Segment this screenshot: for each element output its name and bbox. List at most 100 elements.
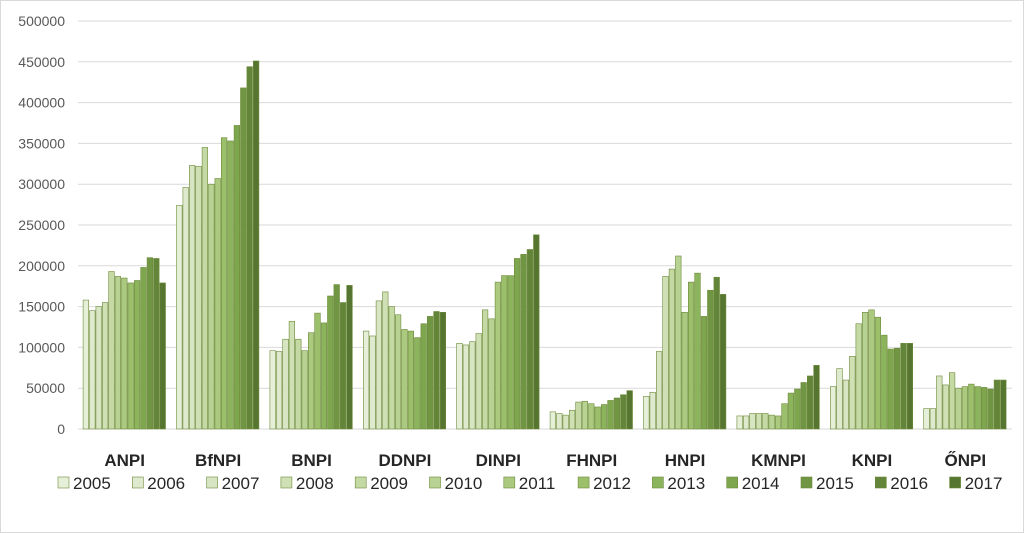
legend-item-2006: 2006 (132, 474, 185, 493)
bar-HNPI-2010 (675, 255, 682, 430)
bar-KNPI-2006 (836, 368, 843, 430)
bar-ANPI-2013 (134, 280, 141, 430)
bars (82, 60, 1007, 430)
bar-HNPI-2007 (655, 351, 663, 430)
bar-BfNPI-2009 (201, 147, 209, 430)
bar-BfNPI-2014 (233, 125, 241, 430)
bar-ŐNPI-2008 (942, 384, 949, 430)
bar-KNPI-2009 (855, 323, 862, 430)
bar-HNPI-2005 (643, 396, 650, 430)
legend-item-2007: 2007 (206, 474, 260, 493)
x-category-label: BNPI (291, 451, 332, 470)
legend-swatch (132, 476, 144, 489)
bar-FHNPI-2011 (588, 403, 595, 430)
bar-BNPI-2006 (275, 351, 283, 430)
y-tick-label: 500000 (18, 13, 65, 29)
legend-swatch (429, 476, 441, 489)
bar-KNPI-2016 (900, 343, 907, 430)
bar-BfNPI-2006 (182, 187, 189, 430)
bar-ANPI-2011 (121, 277, 128, 430)
bar-BNPI-2014 (327, 295, 334, 430)
bar-ANPI-2014 (140, 267, 147, 430)
bar-group-DINPI (456, 234, 540, 430)
y-tick-label: 300000 (18, 176, 65, 192)
bar-group-HNPI (643, 255, 727, 430)
bar-DINPI-2010 (488, 318, 495, 430)
bar-ŐNPI-2016 (993, 379, 1000, 430)
bar-ŐNPI-2014 (980, 387, 988, 430)
bar-BNPI-2015 (333, 284, 340, 430)
bar-BNPI-2013 (320, 322, 328, 430)
legend-label: 2015 (816, 474, 854, 493)
legend-swatch (206, 476, 218, 489)
bar-BNPI-2012 (314, 312, 321, 430)
legend-swatch (726, 476, 739, 489)
x-category-label: ŐNPI (945, 451, 987, 470)
bar-FHNPI-2008 (568, 409, 576, 430)
bar-BNPI-2005 (269, 350, 276, 430)
legend-swatch (949, 476, 961, 489)
bar-KMNPI-2008 (755, 413, 762, 430)
x-axis-category-labels: ANPI BfNPI BNPI DDNPI DINPI FHNPI HNPI KMNPI KNP… (104, 451, 986, 470)
y-tick-label: 250000 (18, 217, 65, 233)
legend-label: 2007 (222, 474, 260, 493)
legend-label: 2016 (890, 474, 928, 493)
y-tick-label: 400000 (18, 95, 65, 111)
bar-DDNPI-2006 (369, 335, 376, 430)
bar-HNPI-2011 (681, 312, 688, 430)
legend-label: 2014 (742, 474, 780, 493)
bar-KMNPI-2015 (800, 382, 807, 430)
bar-BfNPI-2013 (227, 140, 234, 430)
legend-swatch (874, 476, 887, 489)
bar-ŐNPI-2006 (929, 408, 936, 430)
bar-DDNPI-2011 (401, 329, 408, 430)
bar-HNPI-2013 (694, 272, 701, 430)
bar-ANPI-2006 (89, 310, 96, 430)
bar-DDNPI-2005 (362, 330, 370, 430)
bar-KMNPI-2011 (774, 415, 782, 430)
bar-DDNPI-2015 (426, 316, 434, 430)
bar-DDNPI-2014 (420, 323, 427, 430)
bar-ANPI-2015 (146, 257, 154, 430)
bar-BfNPI-2015 (240, 87, 247, 430)
y-tick-label: 150000 (18, 299, 65, 315)
x-category-label: DINPI (476, 451, 521, 470)
legend-item-2011: 2011 (503, 474, 555, 493)
bar-DDNPI-2010 (394, 314, 402, 430)
bar-ANPI-2009 (108, 271, 115, 430)
bar-ŐNPI-2010 (955, 387, 962, 430)
bar-DINPI-2007 (469, 341, 476, 430)
legend-swatch (503, 476, 516, 489)
bar-ŐNPI-2012 (968, 383, 975, 430)
legend-swatch (800, 476, 813, 489)
bar-ŐNPI-2017 (1000, 379, 1007, 430)
bar-HNPI-2014 (700, 316, 707, 430)
bar-BNPI-2016 (339, 302, 347, 430)
bar-FHNPI-2005 (549, 411, 556, 430)
bar-DDNPI-2008 (382, 291, 389, 430)
bar-BNPI-2010 (301, 350, 308, 430)
bar-group-BNPI (269, 284, 353, 430)
bar-ANPI-2005 (82, 299, 89, 430)
bar-BNPI-2011 (307, 332, 315, 430)
legend-item-2013: 2013 (652, 474, 705, 493)
legend-item-2016: 2016 (874, 474, 928, 493)
bar-DINPI-2008 (475, 333, 482, 430)
bar-ANPI-2012 (127, 282, 134, 430)
bar-ŐNPI-2009 (948, 372, 956, 430)
bar-FHNPI-2006 (556, 413, 563, 430)
bar-BfNPI-2016 (246, 66, 253, 430)
bar-DINPI-2005 (456, 343, 463, 430)
bar-ŐNPI-2005 (923, 408, 930, 430)
y-tick-label: 450000 (18, 54, 65, 70)
bar-FHNPI-2009 (575, 401, 582, 430)
legend-item-2012: 2012 (577, 474, 631, 493)
legend-item-2008: 2008 (280, 474, 334, 493)
bar-KNPI-2008 (849, 356, 856, 430)
bar-KNPI-2013 (881, 334, 888, 430)
bar-KNPI-2015 (893, 347, 901, 430)
bar-HNPI-2016 (713, 276, 720, 430)
x-category-label: KMNPI (751, 451, 806, 470)
bar-DDNPI-2013 (414, 337, 421, 430)
